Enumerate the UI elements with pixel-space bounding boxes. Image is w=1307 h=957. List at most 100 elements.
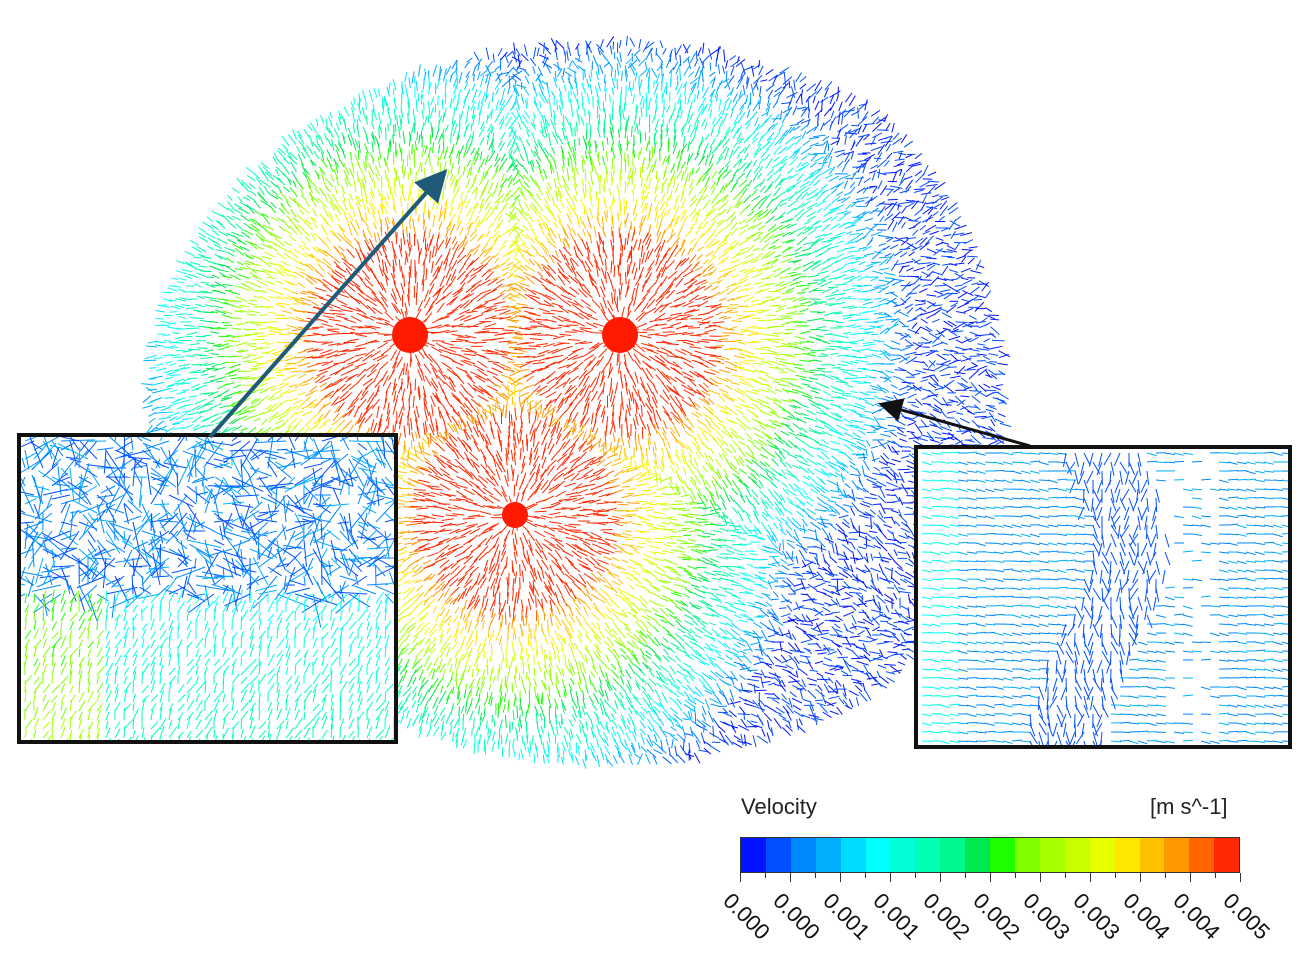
velocity-vector: [307, 296, 317, 299]
velocity-vector: [926, 294, 937, 297]
velocity-vector: [725, 268, 737, 275]
velocity-vector: [344, 235, 352, 244]
velocity-vector: [485, 64, 492, 77]
velocity-vector: [910, 200, 919, 210]
velocity-vector: [815, 189, 824, 196]
velocity-vector: [533, 96, 538, 106]
velocity-vector: [893, 163, 905, 168]
velocity-vector: [467, 382, 477, 392]
velocity-vector: [675, 349, 687, 356]
velocity-vector: [680, 124, 686, 133]
velocity-vector: [377, 342, 389, 349]
velocity-vector: [301, 206, 310, 215]
velocity-vector: [398, 259, 401, 272]
velocity-vector: [534, 146, 539, 155]
velocity-vector: [556, 40, 565, 49]
velocity-vector: [507, 59, 513, 68]
velocity-vector: [240, 214, 250, 222]
velocity-vector: [738, 105, 745, 116]
velocity-vector: [525, 152, 530, 165]
velocity-vector: [604, 271, 607, 284]
velocity-vector: [680, 110, 684, 119]
velocity-vector: [248, 310, 261, 314]
velocity-vector: [288, 235, 296, 242]
velocity-vector: [634, 301, 643, 312]
velocity-vector: [730, 259, 740, 264]
velocity-vector: [901, 221, 906, 229]
velocity-vector: [325, 186, 331, 193]
velocity-vector: [561, 121, 567, 132]
velocity-vector: [725, 165, 729, 173]
velocity-vector: [910, 163, 923, 167]
velocity-vector: [707, 208, 717, 216]
velocity-vector: [546, 186, 551, 196]
velocity-vector: [432, 214, 436, 228]
velocity-vector: [807, 385, 815, 390]
velocity-vector: [614, 69, 617, 82]
velocity-vector: [400, 196, 403, 208]
velocity-vector: [588, 181, 592, 193]
velocity-vector: [915, 303, 926, 306]
velocity-vector: [701, 96, 707, 107]
velocity-vector: [372, 156, 375, 165]
velocity-vector: [497, 219, 503, 229]
velocity-vector: [773, 380, 781, 384]
velocity-vector: [900, 238, 909, 246]
velocity-vector: [458, 326, 471, 328]
velocity-vector: [901, 296, 912, 305]
velocity-vector: [583, 384, 591, 396]
velocity-vector: [631, 184, 636, 194]
velocity-vector: [848, 127, 861, 134]
velocity-vector: [932, 342, 944, 347]
velocity-vector: [844, 135, 847, 145]
velocity-vector: [900, 297, 907, 304]
velocity-vector: [518, 202, 524, 211]
velocity-vector: [632, 94, 635, 104]
velocity-vector: [630, 375, 637, 388]
velocity-vector: [436, 77, 441, 89]
velocity-vector: [322, 205, 329, 217]
velocity-vector: [864, 142, 877, 145]
velocity-vector: [688, 152, 694, 162]
velocity-vector: [893, 303, 905, 308]
velocity-vector: [608, 384, 613, 397]
velocity-vector: [413, 123, 416, 134]
velocity-vector: [541, 80, 548, 86]
velocity-vector: [619, 122, 622, 132]
velocity-vector: [575, 271, 585, 281]
velocity-vector: [730, 174, 736, 183]
velocity-vector: [596, 216, 601, 228]
velocity-vector: [316, 132, 321, 141]
velocity-vector: [736, 287, 748, 293]
velocity-vector: [424, 145, 428, 155]
velocity-vector: [181, 269, 193, 273]
velocity-vector: [946, 248, 957, 253]
velocity-vector: [383, 95, 386, 105]
velocity-vector: [817, 161, 828, 165]
velocity-vector: [709, 77, 716, 84]
velocity-vector: [520, 209, 528, 217]
velocity-vector: [478, 102, 484, 116]
velocity-vector: [821, 258, 831, 265]
velocity-vector: [660, 275, 668, 287]
velocity-vector: [766, 349, 778, 354]
velocity-vector: [515, 142, 520, 153]
velocity-vector: [858, 261, 866, 266]
velocity-vector: [176, 270, 187, 275]
velocity-vector: [537, 165, 543, 174]
velocity-vector: [717, 64, 721, 75]
velocity-vector: [599, 375, 606, 387]
velocity-vector: [780, 297, 789, 301]
velocity-vector: [300, 194, 307, 201]
velocity-vector: [429, 134, 432, 145]
velocity-vector: [611, 292, 614, 305]
velocity-vector: [829, 352, 839, 356]
velocity-vector: [200, 356, 213, 360]
velocity-vector: [471, 314, 484, 320]
velocity-vector: [562, 114, 565, 126]
velocity-vector: [381, 347, 392, 356]
velocity-vector: [883, 245, 891, 251]
velocity-vector: [477, 218, 484, 228]
velocity-vector: [493, 157, 501, 167]
velocity-vector: [514, 381, 524, 385]
